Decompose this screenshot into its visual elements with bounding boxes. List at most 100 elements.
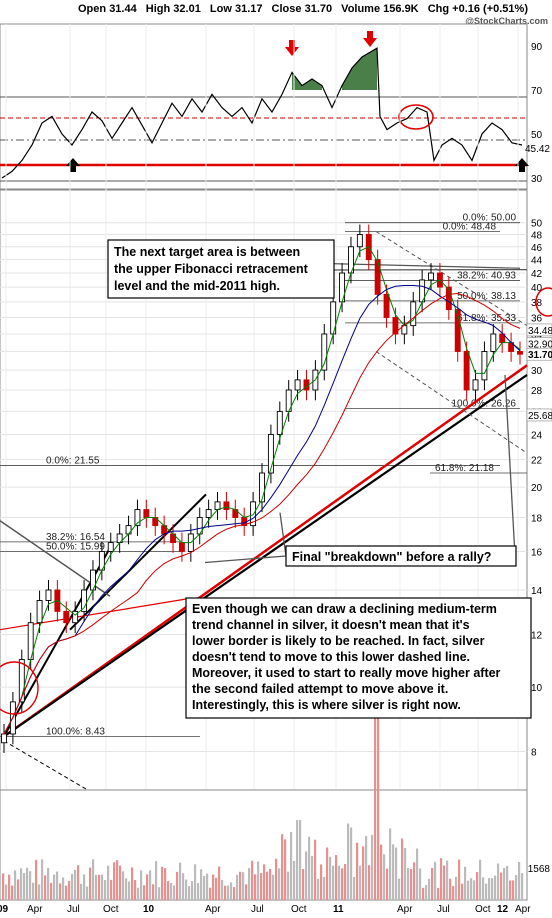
volume-bar [404,847,407,900]
note1-line3: level and the mid-2011 high. [114,279,280,293]
price-candle-body [383,293,390,318]
arrow-up-icon [66,158,80,172]
sma-long-line [3,292,521,735]
volume-bar [23,873,26,900]
price-tick-label: 20 [531,483,543,494]
volume-bar [233,887,236,900]
breakdown-pointer [504,374,516,557]
rsi-last-value: 45.42 [525,144,550,155]
arrow-down-icon [285,40,299,56]
price-tick-label: 8 [531,747,537,758]
volume-bar [293,860,296,900]
volume-bar [380,844,383,900]
volume-bar [215,877,218,900]
volume-bar [266,871,269,900]
volume-bar [164,868,167,900]
upper-channel-dashed [375,231,528,327]
rsi-highlight-circle [398,104,434,130]
volume-bar [17,879,20,900]
volume-bar [173,885,176,900]
volume-bar [11,885,14,900]
fib-label-upper: 61.8%: 35.33 [457,313,516,324]
volume-bar [179,862,182,900]
volume-bar [197,883,200,900]
volume-bar [251,860,254,900]
open-label: Open [78,3,106,15]
x-tick-label: Oct [103,904,119,915]
volume-bar [455,876,458,900]
volume-bar [320,864,323,900]
volume-bar [410,869,413,900]
volume-bar [86,886,89,900]
volume-bar [53,874,56,900]
volume-bar [461,883,464,900]
volume-bar [329,856,332,900]
price-tick-label: 44 [531,256,543,267]
rsi-tick-label: 70 [531,86,543,97]
low-value: 31.17 [235,3,263,15]
price-tick-label: 36 [531,313,543,324]
volume-bar [359,865,362,900]
price-tag [526,347,552,361]
price-tick-label: 50 [531,219,543,230]
volume-bar [497,863,500,900]
note3-line6: the second failed attempt to move above … [192,682,448,696]
volume-bar [434,861,437,900]
volume-bar [152,884,155,900]
volume-bar [296,820,299,900]
volume-bar [506,865,509,900]
note3-line5: Moreover, it used to start to really mov… [192,666,501,680]
watermark: @StockCharts.com [465,16,548,26]
volume-bar [206,873,209,900]
volume-bar [200,869,203,900]
note3-line7: Interestingly, this is where silver is r… [192,698,461,712]
note3-line4: doesn't tend to move to this lower dashe… [192,650,470,664]
price-candle-body [1,733,7,744]
volume-bar [344,864,347,900]
chg-label: Chg [428,3,449,15]
volume-bar [170,882,173,900]
x-tick-label: 11 [333,904,344,915]
price-candle-body [428,272,434,281]
volume-bar [50,882,53,900]
volume-bar [167,881,170,900]
volume-bar [98,874,101,900]
price-candle-body [125,525,132,535]
volume-bar [512,880,515,900]
volume-bar [125,878,128,900]
volume-bar [107,865,110,900]
volume-bar [230,882,233,900]
volume-bar [95,874,98,900]
x-tick-label: Apr [27,904,43,915]
annotation-target: The next target area is between the uppe… [107,239,335,299]
x-tick-label: 12 [497,904,509,915]
volume-bar [485,883,488,900]
volume-bar [311,855,314,900]
volume-bar [470,878,473,900]
price-candle-body [72,610,79,624]
volume-bar [122,871,125,900]
svg-text:Open 31.44 High 32.01 Low 31: Open 31.44 High 32.01 Low 31.17 Close 31… [78,3,528,15]
ema-long-line [3,284,521,735]
volume-bar [473,880,476,900]
volume-bar [41,859,44,900]
volume-bar [386,868,389,900]
volume-bar [374,710,377,900]
volume-bar [275,858,278,900]
volume-bar [365,835,368,900]
x-tick-label: 09 [0,904,9,915]
price-candle-body [223,501,230,511]
price-tick-label: 48 [531,230,543,241]
annotation-breakdown: Final "breakdown" before a rally? [285,545,517,567]
price-tag-label: 31.70 [528,350,552,361]
price-candle-body [454,309,461,352]
price-candle-body [81,589,88,612]
volume-bar [347,823,350,900]
volume-bar [452,886,455,900]
breakdown-pointer [279,512,287,557]
volume-bar [458,859,461,900]
volume-bar [44,875,47,900]
volume-bar [371,834,374,900]
price-candle-body [267,434,274,474]
